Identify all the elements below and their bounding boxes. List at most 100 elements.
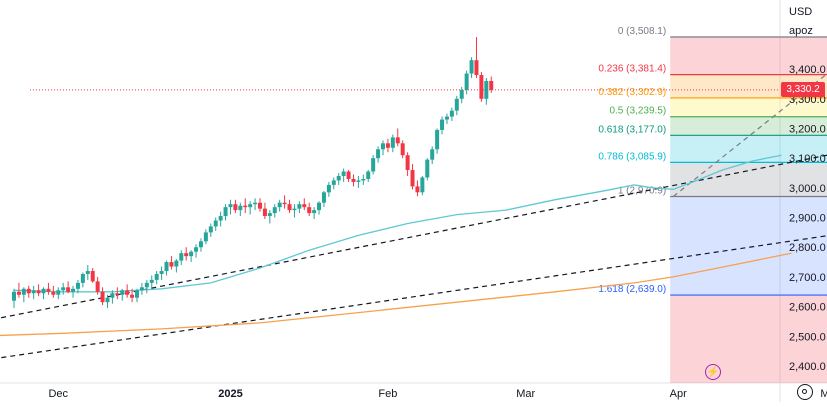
last-price-tag: 3,330.2 [781,82,825,97]
y-tick-label: 2,500.0 [789,331,826,343]
fib-zone-band [670,162,827,197]
candle-body [71,288,76,292]
candle-body [371,158,376,172]
candle-body [139,287,144,291]
candle-body [454,98,459,111]
candle-body [100,291,105,303]
candle-body [164,262,169,271]
candle-body [253,202,258,205]
candle-body [169,262,174,267]
candle-body [341,171,346,176]
candle-body [479,75,484,99]
candle-body [85,270,90,274]
y-tick-label: 3,000.0 [789,183,826,195]
moving-average-fast [13,154,782,293]
candle-body [346,171,351,179]
y-tick-label: 2,800.0 [789,242,826,254]
candle-body [228,204,233,208]
candle-body [159,270,164,274]
fib-zone-band [670,135,827,163]
candle-body [351,178,356,182]
candle-body [223,207,228,217]
candle-body [61,287,66,291]
y-tick-label: 2,900.0 [789,213,826,225]
candle-body [277,202,282,208]
candle-body [194,247,199,252]
candle-body [385,143,390,148]
currency-selector[interactable]: USD [781,2,825,22]
candle-body [233,204,238,211]
candle-body [36,290,41,294]
candle-body [489,80,494,90]
candle-body [115,293,120,295]
candle-body [405,155,410,171]
x-tick-label: Dec [48,388,68,400]
candle-body [326,184,331,193]
candle-body [135,290,139,298]
fib-zone-band [670,196,827,296]
candle-body [272,207,277,214]
candle-body [154,273,159,280]
candle-body [430,149,435,160]
last-price-label: 3,330.2 [786,84,820,95]
candle-body [415,186,420,193]
candle-body [410,170,415,187]
candle-body [208,226,213,233]
candle-body [395,137,400,144]
settings-gear-icon[interactable] [797,384,813,400]
candle-body [75,282,80,289]
candle-body [321,192,326,203]
candle-body [287,204,292,211]
candle-body [312,210,317,214]
candle-body [51,291,56,295]
candle-body [267,213,272,217]
candle-body [366,171,371,179]
candle-body [21,288,26,295]
candle-body [336,175,341,181]
symbol-label[interactable]: apoz [781,22,825,40]
candle-body [238,205,243,211]
candle-body [317,202,322,211]
x-tick-label: Apr [670,388,687,400]
y-tick-label: 3,400.0 [789,64,826,76]
y-tick-label: 3,100.0 [789,153,826,165]
fib-level-label: 0 (3,508.1) [618,26,666,37]
lightning-glyph: ⚡ [706,366,720,378]
candle-body [400,143,405,156]
candle-body [41,288,46,294]
candle-body [12,291,16,301]
fib-level-label: 0.618 (3,177.0) [598,124,666,135]
candle-body [105,297,110,303]
fib-zone-band [670,97,827,117]
candle-body [26,288,31,294]
lightning-icon[interactable]: ⚡ [705,364,721,380]
candle-body [16,291,21,295]
candle-body [218,216,223,221]
candle-body [213,220,218,227]
moving-average-slow [0,252,792,337]
x-tick-label: 2025 [218,388,242,400]
candle-body [56,290,61,295]
candle-body [95,281,100,292]
fib-level-label: 0.5 (3,239.5) [609,106,666,117]
candle-body [189,251,194,257]
candle-body [198,241,203,248]
candle-body [307,207,312,214]
candle-body [149,279,154,283]
y-tick-label: 2,400.0 [789,361,826,373]
y-tick-label: 2,600.0 [789,302,826,314]
candle-body [80,273,85,283]
candle-body [262,208,267,217]
fib-level-label: 0.786 (3,085.9) [598,151,666,162]
fib-level-label: 1 (2,970.9) [618,185,666,196]
candle-body [356,180,361,182]
candle-body [66,287,71,292]
y-tick-label: 2,700.0 [789,272,826,284]
candle-body [381,143,385,150]
candle-body [376,149,381,159]
candle-body [110,293,115,298]
candle-body [243,205,248,208]
fib-level-label: 0.382 (3,302.9) [598,87,666,98]
